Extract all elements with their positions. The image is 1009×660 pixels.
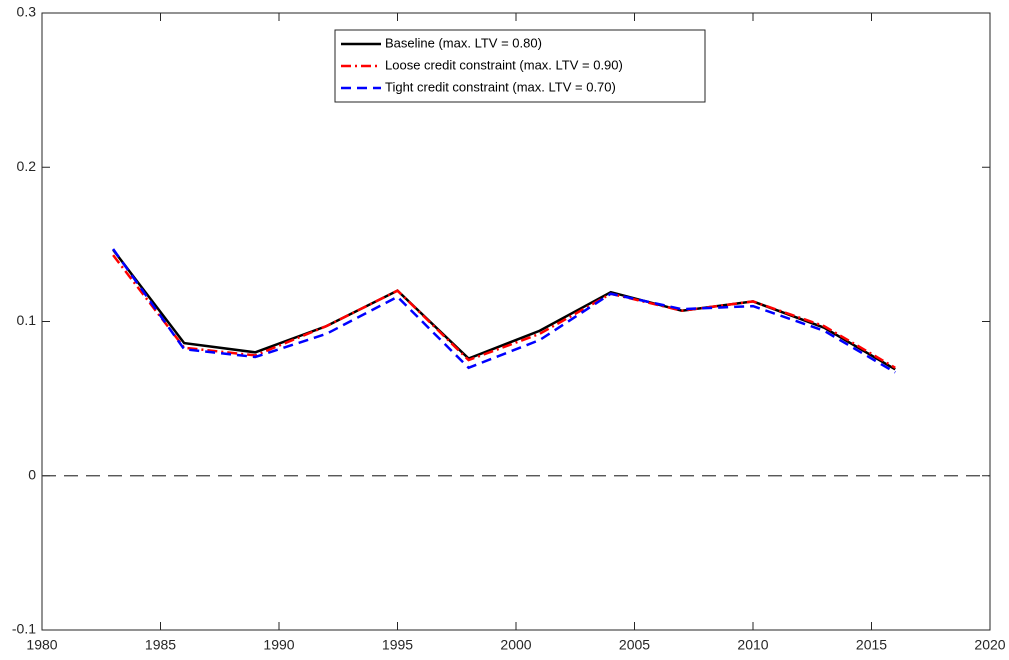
x-tick-label: 2015 [856,637,887,653]
legend-label: Tight credit constraint (max. LTV = 0.70… [385,79,616,94]
x-tick-label: 1985 [145,637,176,653]
series-line [112,249,896,371]
series-line [112,254,896,369]
y-tick-label: 0.2 [17,158,37,174]
plot-frame [41,12,991,631]
series-line [112,248,896,374]
y-tick-label: -0.1 [12,621,36,637]
x-tick-label: 2020 [974,637,1005,653]
legend-box [334,29,706,103]
legend: Baseline (max. LTV = 0.80) Loose credit c… [334,29,706,103]
y-tick-label: 0 [28,466,36,482]
x-tick-label: 2000 [500,637,531,653]
x-tick-label: 2005 [619,637,650,653]
x-tick-label: 2010 [737,637,768,653]
x-tick-label: 1995 [382,637,413,653]
x-tick-label: 1980 [26,637,57,653]
y-tick-label: 0.1 [17,312,37,328]
x-tick-label: 1990 [263,637,294,653]
legend-label: Baseline (max. LTV = 0.80) [385,35,542,50]
legend-label: Loose credit constraint (max. LTV = 0.90… [385,57,623,72]
y-tick-label: 0.3 [17,4,37,20]
